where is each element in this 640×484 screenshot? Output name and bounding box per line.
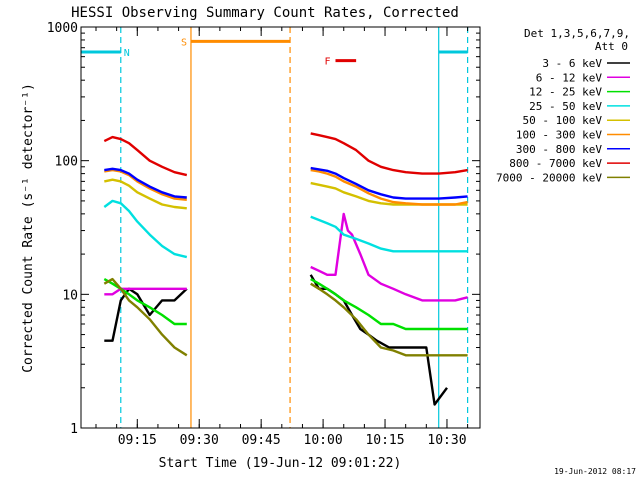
x-tick-label-5: 10:30	[427, 433, 466, 448]
series-line-0-0	[104, 287, 188, 342]
series-line-5-0	[104, 168, 187, 201]
x-tick-label-1: 09:30	[180, 433, 219, 448]
series-line-7-1	[310, 132, 468, 175]
axes: 1 10 100 1000 09:15 09:30 09:45 10:00 10:15 10:30	[47, 21, 481, 448]
status-bar-label-3: F	[324, 57, 330, 68]
y-axis-label: Corrected Count Rate (s⁻¹ detector⁻¹)	[21, 83, 36, 373]
series-line-5-1	[310, 168, 468, 206]
legend-label-8: 7000 - 20000 keV	[496, 171, 602, 184]
series-line-2-1	[310, 278, 468, 331]
series-line-1-0	[104, 287, 187, 296]
legend-label-3: 25 - 50 keV	[529, 100, 602, 113]
plot-area: N S F	[81, 27, 469, 428]
y-tick-label-0: 1	[70, 422, 78, 437]
series-line-2-0	[103, 278, 187, 326]
y-tick-label-1: 10	[62, 288, 78, 303]
series-line-8-1	[310, 282, 468, 357]
x-tick-label-3: 10:00	[304, 433, 343, 448]
legend-label-6: 300 - 800 keV	[516, 143, 602, 156]
legend-header-line-2: Att 0	[595, 40, 628, 53]
y-tick-label-3: 1000	[47, 21, 78, 36]
x-tick-label-0: 09:15	[118, 433, 157, 448]
x-tick-label-2: 09:45	[242, 433, 281, 448]
legend-label-1: 6 - 12 keV	[536, 71, 603, 84]
x-axis-label: Start Time (19-Jun-12 09:01:22)	[159, 456, 402, 471]
x-tick-label-4: 10:15	[365, 433, 404, 448]
status-bar-label-0: N	[124, 48, 130, 59]
legend-label-5: 100 - 300 keV	[516, 129, 602, 142]
series-line-6-0	[104, 167, 187, 199]
y-tick-label-2: 100	[55, 155, 78, 170]
series-line-7-0	[103, 135, 188, 177]
series-line-3-1	[310, 215, 468, 253]
legend-label-2: 12 - 25 keV	[529, 86, 602, 99]
legend-label-7: 800 - 7000 keV	[509, 157, 602, 170]
legend-header-line-1: Det 1,3,5,6,7,9,	[524, 27, 630, 40]
series-line-8-0	[103, 277, 188, 357]
series-line-1-1	[310, 212, 468, 302]
series-line-0-1	[309, 274, 448, 406]
series-line-3-0	[103, 199, 188, 259]
legend-label-0: 3 - 6 keV	[542, 57, 602, 70]
footer-timestamp: 19-Jun-2012 08:17	[554, 467, 636, 476]
status-bar-label-2: S	[181, 37, 187, 48]
plot-frame	[80, 26, 481, 429]
legend-label-4: 50 - 100 keV	[523, 114, 603, 127]
series-line-6-1	[310, 166, 468, 200]
series-line-4-0	[104, 178, 187, 210]
chart-title: HESSI Observing Summary Count Rates, Cor…	[71, 5, 459, 21]
